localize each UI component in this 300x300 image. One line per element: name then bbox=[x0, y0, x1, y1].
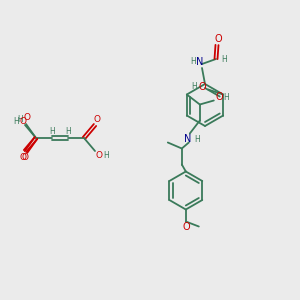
Text: O: O bbox=[20, 152, 26, 161]
Text: H: H bbox=[13, 116, 19, 125]
Text: O: O bbox=[182, 223, 190, 232]
Text: H: H bbox=[103, 151, 109, 160]
Text: O: O bbox=[95, 151, 103, 160]
Text: O: O bbox=[215, 92, 223, 103]
Text: H: H bbox=[17, 115, 23, 124]
Text: O: O bbox=[20, 116, 26, 125]
Text: O: O bbox=[22, 154, 28, 163]
Text: O: O bbox=[23, 113, 31, 122]
Text: H: H bbox=[65, 128, 71, 136]
Text: H: H bbox=[190, 58, 196, 67]
Text: O: O bbox=[198, 82, 206, 92]
Text: H: H bbox=[191, 82, 197, 91]
Text: N: N bbox=[184, 134, 191, 145]
Text: O: O bbox=[94, 115, 100, 124]
Text: H: H bbox=[223, 93, 229, 102]
Text: N: N bbox=[196, 57, 204, 67]
Text: H: H bbox=[221, 55, 227, 64]
Text: H: H bbox=[49, 128, 55, 136]
Text: H: H bbox=[194, 135, 200, 144]
Text: O: O bbox=[214, 34, 222, 44]
